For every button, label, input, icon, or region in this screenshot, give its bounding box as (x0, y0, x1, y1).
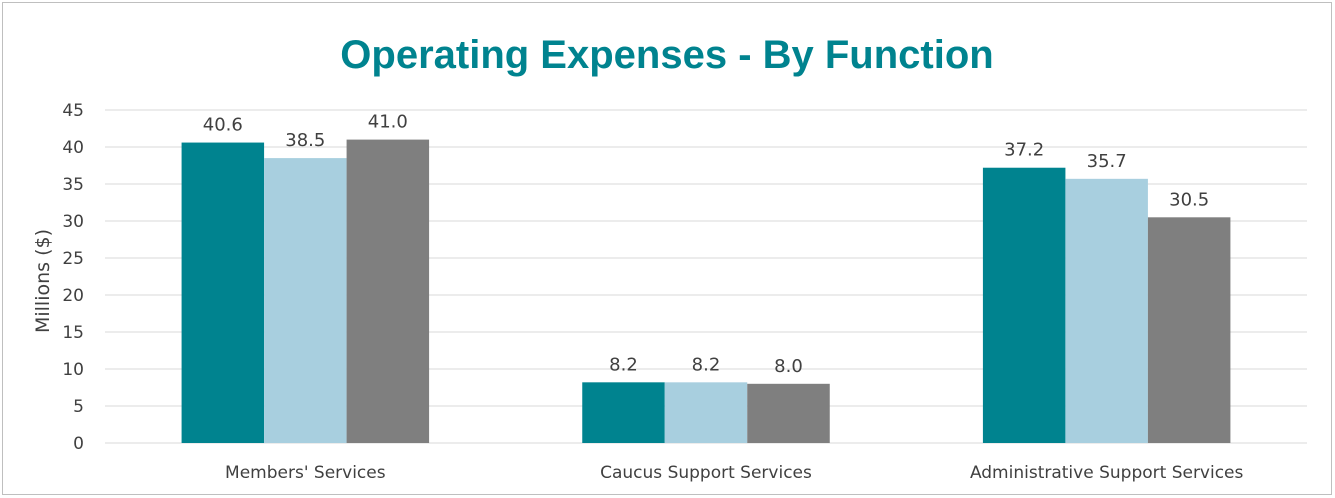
category-label: Administrative Support Services (970, 463, 1244, 483)
y-tick-label: 5 (73, 397, 84, 417)
category-label: Caucus Support Services (600, 463, 812, 483)
data-label: 35.7 (1087, 151, 1127, 172)
data-label: 8.2 (692, 354, 721, 375)
y-tick-label: 35 (62, 175, 84, 195)
bar (181, 142, 265, 443)
labels: 0 5 10 15 20 25 30 35 40 45 40.6 38.5 41.0 Members' S… (62, 101, 1243, 483)
y-tick-label: 0 (73, 434, 84, 454)
bar (1147, 217, 1231, 443)
bar (1065, 178, 1148, 443)
y-tick-label: 15 (62, 323, 84, 343)
data-label: 30.5 (1169, 189, 1209, 210)
y-tick-label: 10 (62, 360, 84, 380)
data-label: 8.0 (774, 356, 803, 377)
chart-title: Operating Expenses - By Function (340, 33, 993, 77)
bar (346, 139, 430, 443)
bar (264, 158, 347, 443)
category-label: Members' Services (225, 463, 386, 483)
data-label: 8.2 (609, 354, 638, 375)
y-tick-label: 20 (62, 286, 84, 306)
bar (664, 382, 748, 443)
data-label: 38.5 (285, 130, 325, 151)
y-tick-label: 30 (62, 212, 84, 232)
y-tick-label: 25 (62, 249, 84, 269)
y-tick-label: 45 (62, 101, 84, 121)
data-label: 41.0 (368, 112, 408, 133)
data-label: 40.6 (203, 115, 243, 136)
y-axis-title: Millions ($) (32, 229, 54, 333)
y-tick-label: 40 (62, 138, 84, 158)
bar (582, 382, 665, 443)
bar (982, 167, 1066, 443)
bars (181, 139, 1231, 443)
bar (747, 383, 830, 443)
data-label: 37.2 (1004, 140, 1044, 161)
